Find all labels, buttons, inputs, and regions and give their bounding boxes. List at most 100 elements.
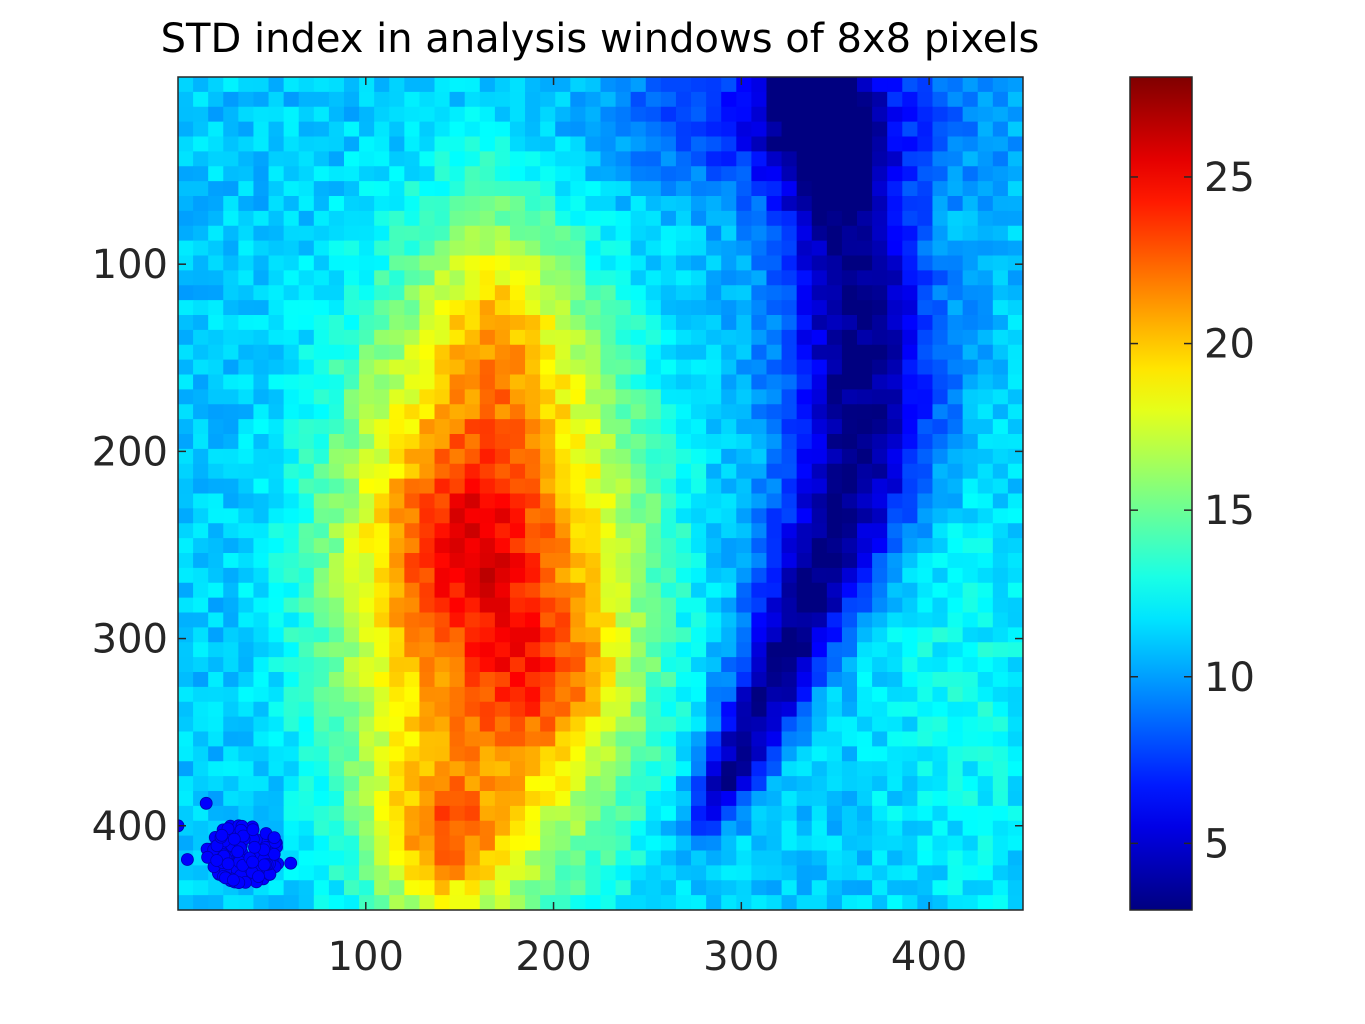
heatmap-cell xyxy=(615,850,632,866)
heatmap-cell xyxy=(645,791,662,807)
heatmap-cell xyxy=(419,448,436,465)
heatmap-cell xyxy=(223,597,239,614)
heatmap-cell xyxy=(313,270,330,286)
heatmap-cell xyxy=(570,359,587,376)
heatmap-cell xyxy=(208,463,224,480)
heatmap-cell xyxy=(343,448,360,465)
heatmap-cell xyxy=(721,865,737,881)
heatmap-cell xyxy=(178,389,194,405)
heatmap-cell xyxy=(977,270,994,286)
heatmap-cell xyxy=(479,285,496,301)
heatmap-cell xyxy=(932,731,949,747)
heatmap-cell xyxy=(238,567,255,584)
heatmap-cell xyxy=(766,255,783,271)
heatmap-cell xyxy=(253,91,270,108)
heatmap-cell xyxy=(494,493,511,509)
heatmap-cell xyxy=(238,225,255,242)
heatmap-cell xyxy=(540,597,556,614)
heatmap-cell xyxy=(841,642,858,658)
heatmap-cell xyxy=(389,151,405,167)
heatmap-cell xyxy=(811,865,828,881)
heatmap-cell xyxy=(328,538,345,554)
heatmap-cell xyxy=(932,805,949,822)
heatmap-cell xyxy=(675,657,692,673)
scatter-point xyxy=(180,853,194,866)
heatmap-cell xyxy=(962,91,979,108)
heatmap-cell xyxy=(796,701,813,718)
heatmap-cell xyxy=(630,285,647,301)
colorbar-tick-label: 10 xyxy=(1204,655,1255,701)
heatmap-cell xyxy=(630,850,647,866)
heatmap-cell xyxy=(917,329,934,346)
heatmap-cell xyxy=(902,478,918,495)
heatmap-cell xyxy=(615,582,632,599)
heatmap-cell xyxy=(419,582,436,599)
heatmap-cell xyxy=(1007,270,1023,286)
heatmap-cell xyxy=(857,344,873,361)
heatmap-cell xyxy=(841,657,858,673)
heatmap-cell xyxy=(781,672,798,688)
heatmap-cell xyxy=(796,77,813,93)
heatmap-cell xyxy=(902,255,918,271)
heatmap-cell xyxy=(962,448,979,465)
heatmap-cell xyxy=(826,523,843,539)
heatmap-cell xyxy=(887,865,903,881)
heatmap-cell xyxy=(1007,419,1023,435)
heatmap-cell xyxy=(766,315,783,331)
scatter-point xyxy=(199,796,213,810)
heatmap-cell xyxy=(464,270,481,286)
heatmap-cell xyxy=(917,359,934,376)
heatmap-cell xyxy=(585,329,602,346)
heatmap-cell xyxy=(691,746,707,762)
heatmap-cell xyxy=(479,567,496,584)
heatmap-cell xyxy=(479,761,496,777)
heatmap-cell xyxy=(389,374,405,390)
heatmap-cell xyxy=(555,478,571,495)
heatmap-cell xyxy=(841,508,858,524)
heatmap-cell xyxy=(600,121,617,138)
heatmap-cell xyxy=(449,77,466,93)
heatmap-cell xyxy=(313,865,330,881)
heatmap-cell xyxy=(691,850,707,866)
heatmap-cell xyxy=(313,612,330,628)
heatmap-cell xyxy=(781,657,798,673)
heatmap-cell xyxy=(419,196,436,212)
heatmap-cell xyxy=(464,776,481,792)
heatmap-cell xyxy=(494,285,511,301)
heatmap-cell xyxy=(464,106,481,123)
heatmap-cell xyxy=(917,225,934,242)
heatmap-cell xyxy=(841,835,858,852)
heatmap-cell xyxy=(464,300,481,316)
heatmap-cell xyxy=(691,344,707,361)
heatmap-cell xyxy=(645,151,662,167)
heatmap-cell xyxy=(479,597,496,614)
heatmap-cell xyxy=(645,91,662,108)
heatmap-cell xyxy=(253,567,270,584)
heatmap-cell xyxy=(977,344,994,361)
heatmap-cell xyxy=(570,731,587,747)
heatmap-cell xyxy=(796,359,813,376)
heatmap-cell xyxy=(857,404,873,420)
heatmap-cell xyxy=(751,627,768,643)
heatmap-cell xyxy=(660,627,677,643)
heatmap-cell xyxy=(857,820,873,837)
heatmap-cell xyxy=(887,196,903,212)
heatmap-cell xyxy=(479,553,496,569)
heatmap-cell xyxy=(781,597,798,614)
heatmap-cell xyxy=(872,805,888,822)
heatmap-cell xyxy=(781,493,798,509)
heatmap-cell xyxy=(660,746,677,762)
heatmap-cell xyxy=(494,642,511,658)
heatmap-cell xyxy=(1007,359,1023,376)
heatmap-cell xyxy=(872,434,888,450)
heatmap-cell xyxy=(977,538,994,554)
heatmap-cell xyxy=(992,597,1009,614)
heatmap-cell xyxy=(630,300,647,316)
heatmap-cell xyxy=(193,597,209,614)
heatmap-cell xyxy=(645,538,662,554)
heatmap-cell xyxy=(751,761,768,777)
heatmap-cell xyxy=(374,538,390,554)
heatmap-cell xyxy=(691,419,707,435)
heatmap-cell xyxy=(857,538,873,554)
heatmap-cell xyxy=(494,225,511,242)
